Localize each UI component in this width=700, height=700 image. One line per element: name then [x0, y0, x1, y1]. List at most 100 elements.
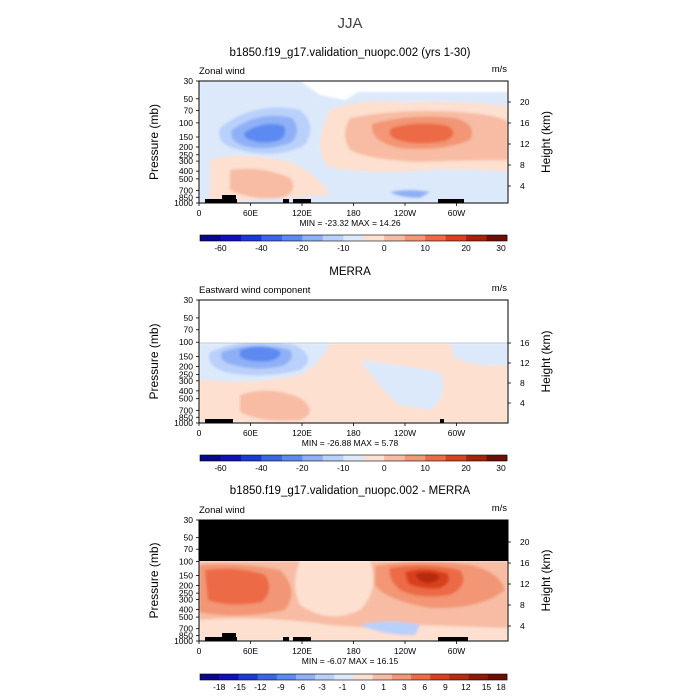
x-tick-label: 120E: [292, 208, 312, 218]
contour-near-zero-top: [199, 81, 508, 100]
colorbar-swatch: [487, 674, 508, 680]
y-tick-label: 1000: [174, 636, 193, 646]
y-tick-label: 100: [179, 337, 193, 347]
y-right-axis-label: Height (km): [539, 549, 553, 611]
y-tick-label: 30: [184, 515, 194, 525]
colorbar-label: 20: [461, 463, 471, 473]
colorbar-swatch: [220, 455, 242, 461]
colorbar-swatch: [343, 455, 365, 461]
x-tick-label: 60W: [448, 208, 465, 218]
contour-positive-lower-left-inner: [230, 168, 294, 199]
colorbar-label: 0: [361, 682, 366, 692]
contour-positive-high-west: [205, 568, 270, 605]
colorbar-label: 10: [420, 463, 430, 473]
colorbar-label: 9: [443, 682, 448, 692]
colorbar-swatch: [372, 674, 393, 680]
x-tick-label: 60W: [448, 646, 465, 656]
colorbar-label: -6: [298, 682, 306, 692]
y-right-tick-label: 20: [520, 97, 530, 107]
colorbar-swatch: [486, 455, 508, 461]
y-axis-label: Pressure (mb): [147, 323, 161, 399]
min-max-label: MIN = -26.88 MAX = 5.78: [302, 438, 399, 448]
y-right-tick-label: 4: [520, 181, 525, 191]
y-tick-label: 100: [179, 118, 193, 128]
y-tick-label: 700: [179, 186, 193, 196]
contour-field: [199, 520, 508, 641]
y-tick-label: 250: [179, 150, 193, 160]
x-tick-label: 0: [197, 208, 202, 218]
x-tick-label: 0: [197, 428, 202, 438]
y-tick-label: 500: [179, 612, 193, 622]
colorbar-swatch: [240, 235, 262, 241]
colorbar-label: 10: [420, 243, 430, 253]
colorbar: -60 -40 -20 -10 0 10 20 30: [199, 234, 508, 253]
colorbar-swatch: [276, 674, 297, 680]
colorbar-swatch: [425, 235, 446, 241]
colorbar-swatch: [445, 235, 467, 241]
panel-difference: b1850.f19_g17.validation_nuopc.002 - MER…: [147, 485, 553, 692]
terrain-block: [222, 195, 236, 203]
colorbar-swatch: [404, 235, 426, 241]
y-right-tick-label: 8: [520, 160, 525, 170]
y-tick-label: 850: [179, 630, 193, 640]
panel-title: b1850.f19_g17.validation_nuopc.002 (yrs …: [229, 47, 470, 59]
colorbar-swatch: [219, 674, 239, 680]
panel-left-label: Eastward wind component: [199, 285, 311, 296]
colorbar-swatch: [404, 455, 426, 461]
colorbar-swatch: [315, 674, 335, 680]
colorbar-label: -20: [296, 243, 309, 253]
colorbar-label: -60: [214, 463, 227, 473]
panel-title: MERRA: [329, 266, 371, 278]
y-right-axis-label: Height (km): [539, 330, 553, 392]
colorbar-swatch: [200, 235, 221, 241]
colorbar-swatch: [486, 235, 508, 241]
terrain-block: [438, 637, 468, 641]
colorbar-swatch: [281, 455, 303, 461]
x-tick-label: 60W: [448, 428, 465, 438]
colorbar-swatch: [261, 455, 283, 461]
y-tick-label: 70: [184, 544, 194, 554]
y-tick-label: 250: [179, 369, 193, 379]
y-right-tick-label: 8: [520, 378, 525, 388]
y-right-tick-label: 12: [520, 579, 530, 589]
topography: [205, 633, 468, 641]
x-tick-label: 120W: [394, 208, 416, 218]
y-right-tick-label: 12: [520, 139, 530, 149]
colorbar-swatch: [220, 235, 242, 241]
panel-title: b1850.f19_g17.validation_nuopc.002 - MER…: [230, 485, 471, 497]
colorbar-label: -12: [254, 682, 267, 692]
colorbar-swatch: [384, 455, 405, 461]
terrain-block: [205, 637, 237, 641]
min-max-label: MIN = -23.32 MAX = 14.26: [299, 218, 400, 228]
contour-field: [199, 81, 508, 203]
y-tick-label: 70: [184, 325, 194, 335]
y-tick-label: 1000: [174, 418, 193, 428]
contour-negative-core: [240, 346, 281, 362]
terrain-block: [293, 199, 311, 203]
x-tick-label: 60E: [243, 646, 258, 656]
x-tick-label: 120E: [292, 646, 312, 656]
colorbar-swatch: [363, 235, 385, 241]
x-tick-label: 120E: [292, 428, 312, 438]
x-tick-label: 180: [346, 208, 360, 218]
terrain-block: [205, 199, 237, 203]
colorbar-label: -40: [255, 463, 268, 473]
colorbar-swatch: [353, 674, 373, 680]
colorbar-swatch: [466, 455, 487, 461]
colorbar-swatch: [343, 235, 365, 241]
y-tick-label: 850: [179, 192, 193, 202]
y-tick-label: 70: [184, 105, 194, 115]
min-max-label: MIN = -6.07 MAX = 16.15: [302, 656, 399, 666]
colorbar-label: -1: [339, 682, 347, 692]
y-right-tick-label: 4: [520, 621, 525, 631]
y-tick-label: 30: [184, 295, 194, 305]
y-tick-label: 250: [179, 588, 193, 598]
colorbar-label: 3: [402, 682, 407, 692]
colorbar-label: -3: [318, 682, 326, 692]
y-right-tick-label: 12: [520, 358, 530, 368]
colorbar-label: -20: [296, 463, 309, 473]
colorbar-label: 18: [496, 682, 506, 692]
contour-positive-peak: [415, 572, 440, 583]
figure-title: JJA: [337, 15, 362, 32]
